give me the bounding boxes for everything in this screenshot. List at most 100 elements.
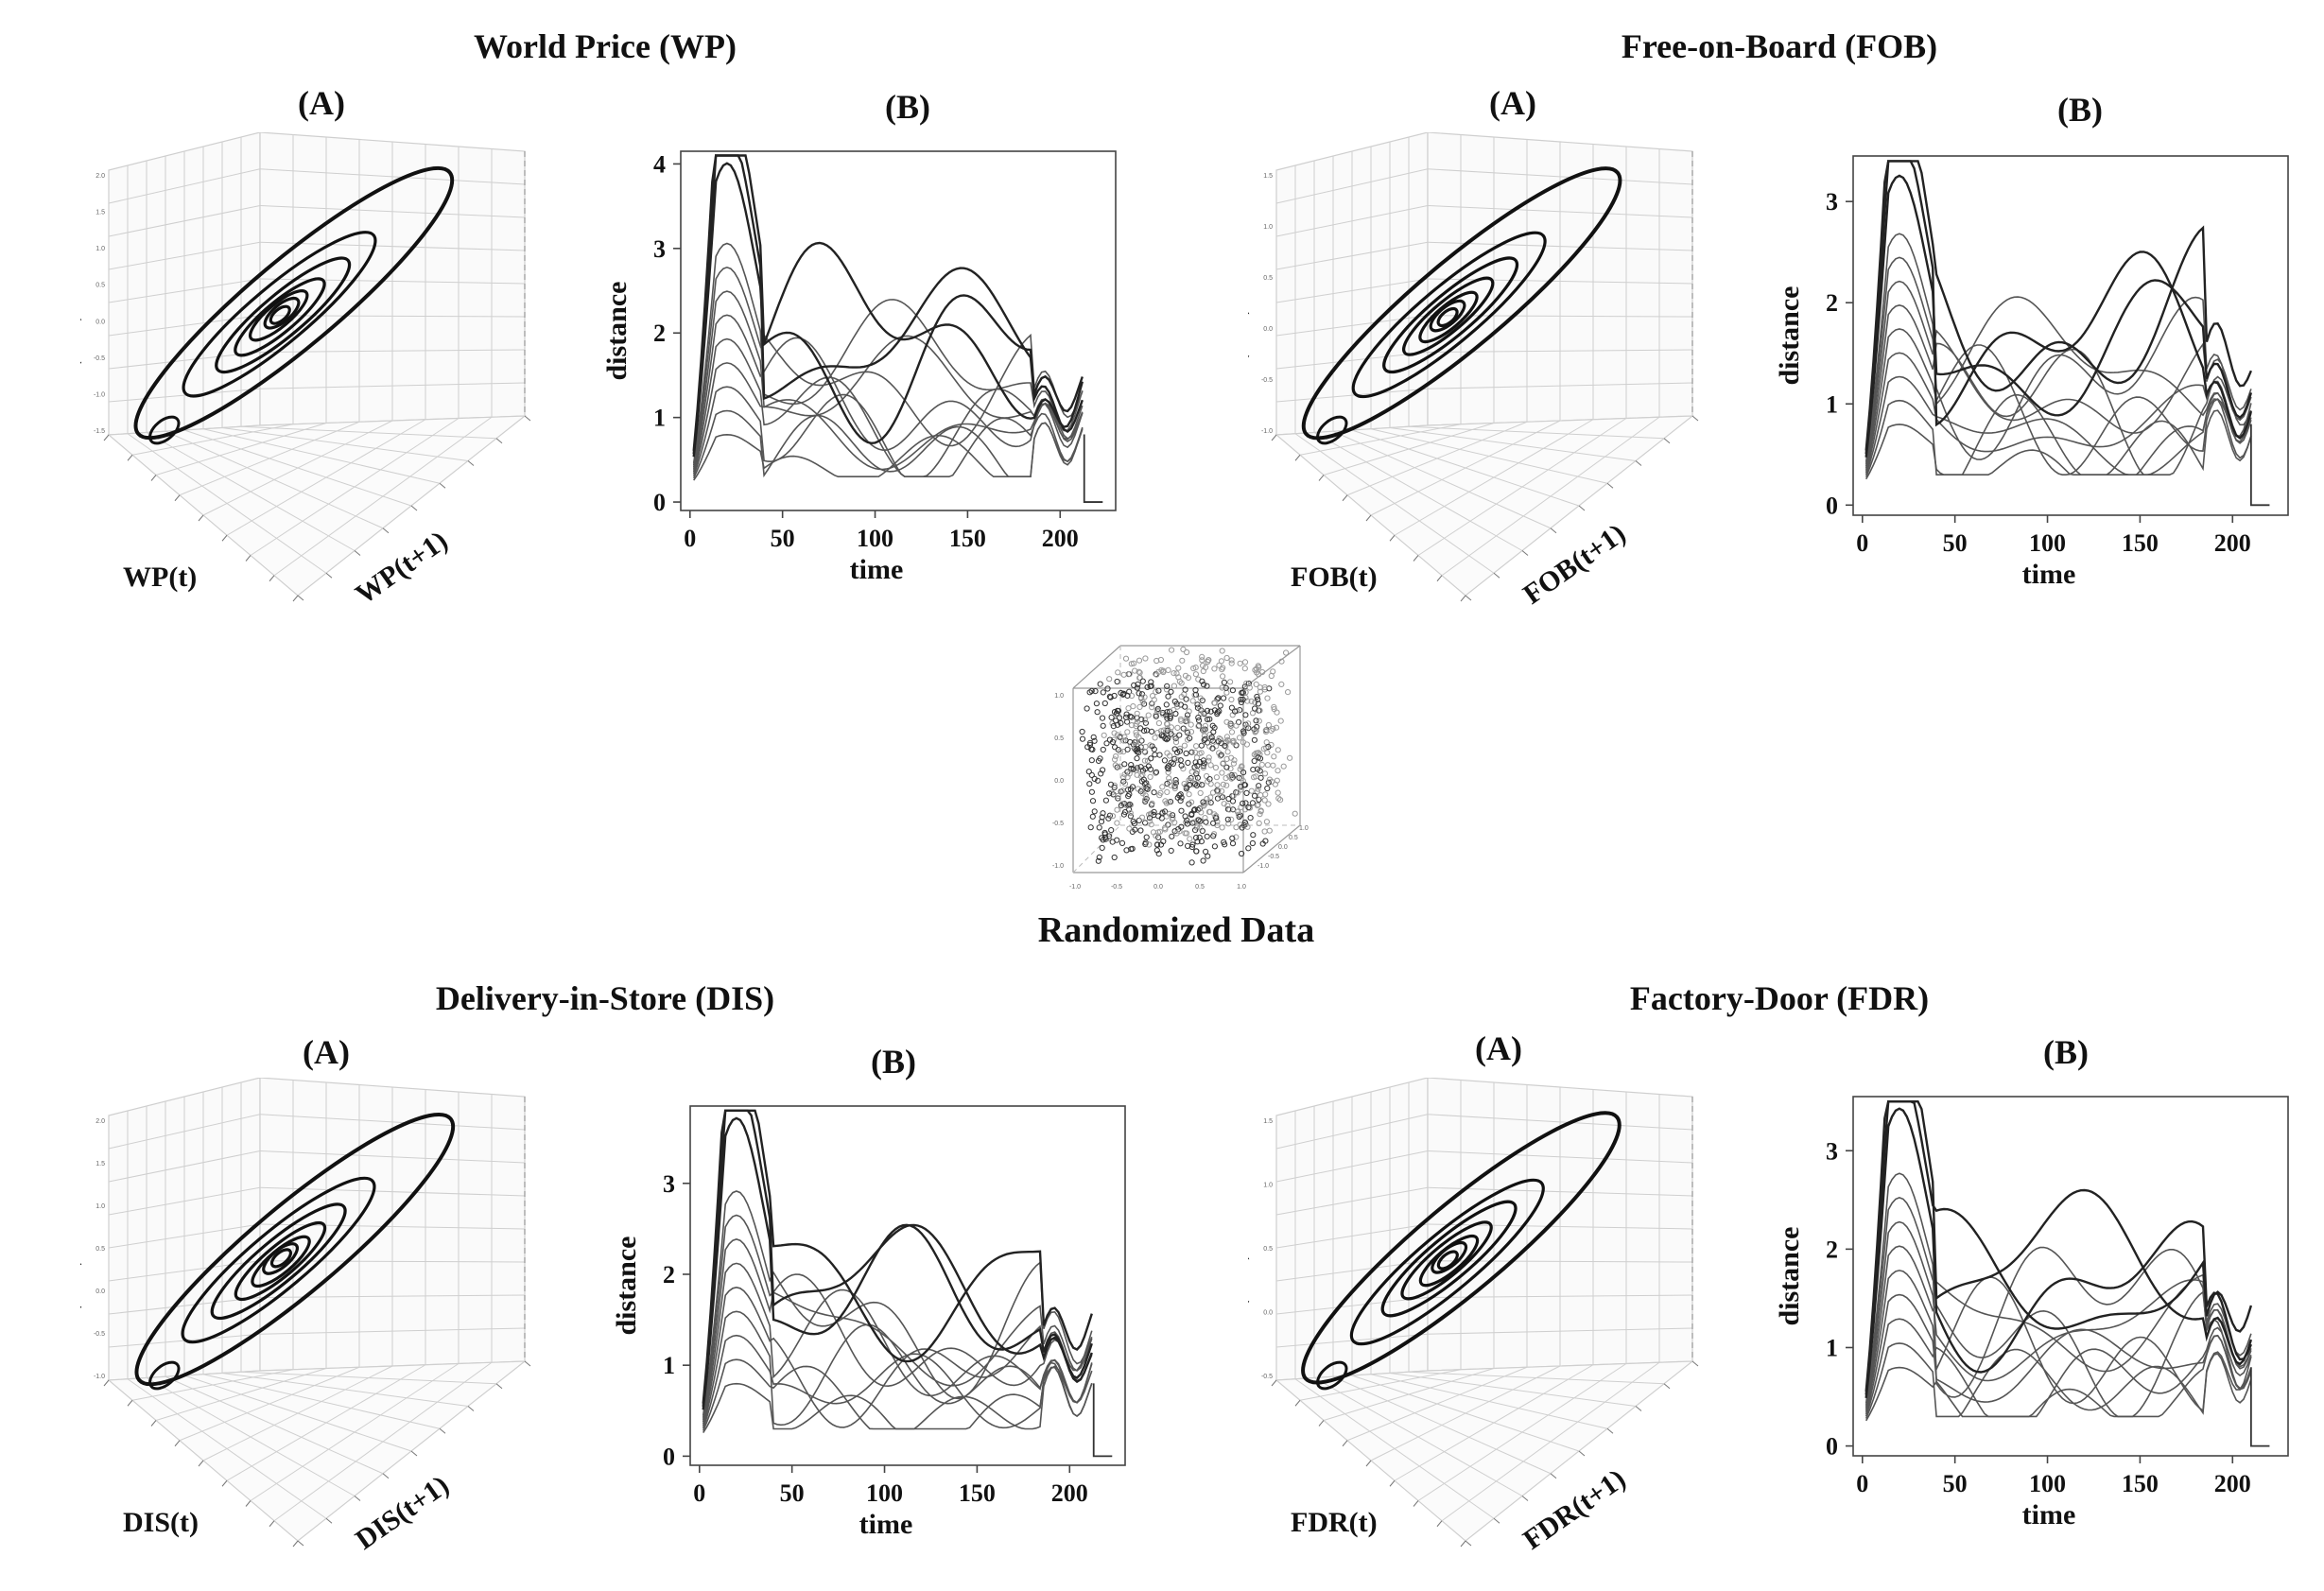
random-point — [1151, 789, 1157, 796]
random-point — [1160, 667, 1167, 674]
x-tick-label: 200 — [1042, 525, 1079, 552]
x-tick-label: 150 — [959, 1479, 996, 1507]
distance-series-line — [702, 1238, 1093, 1421]
random-point — [1106, 676, 1113, 683]
random-point — [1229, 798, 1237, 804]
random-point — [1171, 670, 1177, 677]
random-point — [1178, 680, 1185, 686]
random-point — [1162, 798, 1169, 804]
random-point — [1202, 735, 1208, 742]
random-point — [1184, 830, 1190, 837]
plot-frame — [1852, 1096, 2289, 1457]
random-point — [1202, 815, 1208, 821]
random-point — [1209, 722, 1216, 729]
floor-tick — [325, 1517, 333, 1524]
y-tick-label: 3 — [1826, 188, 1838, 216]
random-point — [1265, 721, 1272, 729]
y-axis-title: distance — [1778, 286, 1805, 386]
floor-tick — [439, 1427, 446, 1434]
floor-tick — [1271, 1379, 1277, 1387]
trajectory-loop — [1429, 299, 1466, 333]
random-point — [1149, 728, 1155, 735]
random-point — [1180, 766, 1187, 772]
random-point — [1248, 698, 1255, 704]
random-point — [1102, 797, 1110, 804]
x-axis-title: WP(t) — [123, 562, 197, 593]
distance-series-line — [692, 314, 1084, 470]
grid-line — [202, 1374, 441, 1429]
random-point — [1168, 759, 1174, 766]
random-point — [1261, 797, 1268, 804]
x-tick-label: 200 — [1051, 1479, 1088, 1507]
floor-tick — [1294, 1399, 1301, 1407]
random-point — [1253, 773, 1259, 780]
random-point — [1159, 732, 1166, 738]
random-point — [1228, 704, 1235, 711]
random-point — [1182, 703, 1188, 710]
random-point — [1211, 666, 1218, 672]
random-point — [1135, 681, 1141, 688]
trajectory-loop — [148, 1360, 181, 1391]
label-dis-b: (B) — [871, 1043, 916, 1081]
random-point — [1164, 727, 1171, 734]
random-point — [1184, 718, 1190, 724]
random-point — [1174, 756, 1181, 763]
random-point — [1118, 689, 1124, 697]
random-point — [1100, 746, 1106, 753]
random-point — [1106, 790, 1113, 797]
random-point — [1229, 774, 1236, 781]
floor-tick — [354, 550, 361, 556]
random-point — [1191, 749, 1199, 755]
floor-tick — [1691, 415, 1699, 422]
random-point — [1088, 788, 1096, 795]
random-point — [1121, 761, 1128, 768]
label-fob-b: (B) — [2057, 91, 2103, 129]
random-point — [1146, 811, 1153, 818]
floor-tick — [1413, 555, 1419, 562]
fob-distance-chart: 0 1 2 3 0 50 100 150 200 time distance — [1778, 155, 2289, 590]
random-point — [1111, 730, 1118, 736]
random-point — [1264, 762, 1271, 769]
random-point — [1240, 770, 1247, 776]
z-tick-label: 0.0 — [1263, 1310, 1273, 1317]
random-point — [1184, 728, 1190, 735]
grid-line — [1275, 388, 1429, 403]
random-point — [1079, 728, 1085, 735]
random-point — [1170, 812, 1176, 819]
grid-line — [108, 1297, 261, 1315]
distance-series-line — [1864, 303, 2252, 476]
random-point — [1176, 732, 1183, 738]
random-point — [1120, 774, 1127, 781]
floor-tick — [524, 1360, 531, 1367]
distance-series-line — [1864, 1220, 2252, 1409]
plot-frame — [1852, 155, 2289, 516]
random-point — [1117, 715, 1123, 721]
label-fdr-b: (B) — [2043, 1033, 2089, 1071]
trajectory-loop — [148, 415, 181, 445]
distance-series-line — [1864, 398, 2252, 480]
random-point — [1128, 762, 1135, 769]
random-point — [1219, 824, 1225, 831]
random-point — [1271, 703, 1277, 711]
random-point — [1271, 706, 1277, 713]
random-point — [1096, 824, 1102, 831]
random-point — [1109, 738, 1117, 746]
random-point — [1274, 709, 1280, 716]
random-point — [1207, 800, 1214, 806]
random-point — [1245, 720, 1252, 727]
random-point — [1186, 708, 1192, 715]
random-point — [1238, 696, 1244, 703]
floor-tick — [297, 595, 304, 601]
random-point — [1208, 734, 1215, 740]
random-point — [1095, 857, 1101, 864]
random-point — [1201, 727, 1207, 734]
random-point — [1153, 657, 1160, 665]
wp-attractor-3d: 2.01.51.00.50.0-0.5-1.0-1.5WP(t+2)WP(t) W… — [80, 132, 531, 611]
random-point — [1179, 657, 1186, 664]
random-point — [1141, 757, 1148, 764]
random-point — [1231, 757, 1238, 764]
random-point — [1197, 695, 1204, 701]
grid-line — [1394, 419, 1594, 536]
random-point — [1262, 729, 1270, 735]
